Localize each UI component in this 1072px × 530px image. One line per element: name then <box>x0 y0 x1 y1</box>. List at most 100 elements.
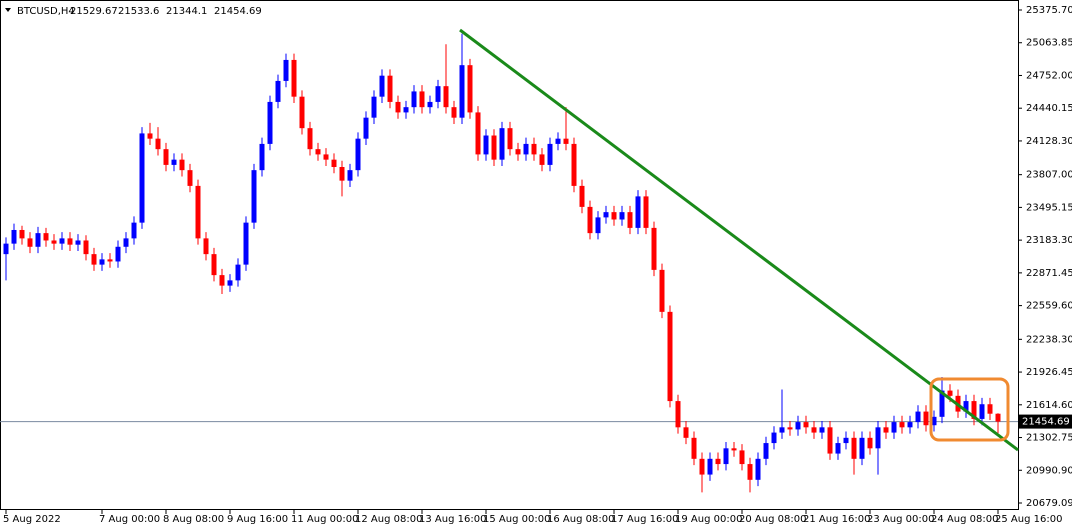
x-tick-label: 13 Aug 16:00 <box>419 514 486 525</box>
candle-body <box>243 222 249 265</box>
candle-body <box>715 458 721 465</box>
candle-body <box>411 91 417 108</box>
candle-body <box>331 159 337 168</box>
candle-body <box>971 401 977 419</box>
candle-body <box>523 143 529 155</box>
y-tick-label: 25063.85 <box>1026 38 1072 49</box>
header-arrow <box>5 8 11 12</box>
x-tick-label: 15 Aug 00:00 <box>483 514 550 525</box>
candle-body <box>451 107 457 118</box>
x-tick-label: 11 Aug 00:00 <box>291 514 358 525</box>
candle-body <box>731 448 737 451</box>
candle-body <box>299 96 305 129</box>
candle-body <box>99 259 105 265</box>
candle-body <box>347 170 353 181</box>
candle-body <box>83 240 89 255</box>
y-tick-label: 21614.60 <box>1026 400 1072 411</box>
candle-body <box>211 254 217 276</box>
candle-body <box>587 206 593 234</box>
candle-body <box>267 101 273 144</box>
candle-body <box>699 458 705 475</box>
candle-body <box>787 427 793 430</box>
candle-body <box>635 196 641 228</box>
candle-body <box>843 437 849 444</box>
candle-body <box>67 238 73 245</box>
candle-body <box>563 138 569 144</box>
candle-body <box>571 143 577 186</box>
x-tick-label: 8 Aug 08:00 <box>163 514 224 525</box>
candle-body <box>947 390 953 396</box>
candle-body <box>403 107 409 113</box>
candle-body <box>515 149 521 155</box>
candle-body <box>891 422 897 433</box>
candle-body <box>251 170 257 223</box>
candle-body <box>643 196 649 228</box>
y-tick-label: 20990.90 <box>1026 465 1072 476</box>
candle-body <box>203 238 209 255</box>
candle-body <box>147 133 153 139</box>
trend-line <box>459 28 1019 452</box>
candle-body <box>795 422 801 430</box>
candle-body <box>779 427 785 433</box>
candle-body <box>259 143 265 171</box>
price-label-bg <box>1019 414 1072 429</box>
candle-body <box>867 437 873 449</box>
candle-body <box>939 390 945 417</box>
x-tick-label: 7 Aug 00:00 <box>99 514 160 525</box>
candle-body <box>483 135 489 155</box>
candle-body <box>387 75 393 102</box>
candle-body <box>923 411 929 426</box>
candle-body <box>707 458 713 475</box>
candle-body <box>283 59 289 81</box>
x-tick-label: 24 Aug 08:00 <box>931 514 998 525</box>
candle-body <box>651 227 657 270</box>
candle-body <box>859 437 865 459</box>
candle-body <box>155 138 161 150</box>
candle-body <box>459 65 465 118</box>
candle-body <box>987 404 993 414</box>
price-label: 21454.69 <box>1022 417 1070 428</box>
candle-body <box>443 86 449 108</box>
y-tick-label: 20679.09 <box>1026 498 1072 509</box>
header-open: 21529.67 <box>70 6 118 17</box>
candle-body <box>531 143 537 155</box>
y-tick-label: 23807.00 <box>1026 170 1072 181</box>
candle-body <box>163 149 169 165</box>
candle-body <box>339 167 345 181</box>
plot-frame <box>0 0 1019 510</box>
candle-body <box>435 86 441 102</box>
header-high: 21533.6 <box>118 6 159 17</box>
candle-body <box>75 240 81 245</box>
candle-body <box>59 238 65 244</box>
x-tick-label: 9 Aug 16:00 <box>227 514 288 525</box>
candle-body <box>771 432 777 444</box>
candle-body <box>691 437 697 459</box>
candle-body <box>3 243 9 255</box>
candle-body <box>379 75 385 97</box>
candle-body <box>91 254 97 265</box>
y-tick-label: 22559.60 <box>1026 301 1072 312</box>
candle-body <box>371 96 377 118</box>
candle-body <box>995 413 1001 422</box>
candle-body <box>931 416 937 426</box>
candle-body <box>139 133 145 223</box>
candle-body <box>723 448 729 465</box>
symbol: BTCUSD,H4 <box>17 6 75 17</box>
candle-body <box>755 458 761 480</box>
candle-body <box>851 437 857 459</box>
candle-body <box>803 422 809 428</box>
candle-body <box>547 143 553 165</box>
y-tick-label: 22238.30 <box>1026 334 1072 345</box>
y-tick-label: 24128.30 <box>1026 136 1072 147</box>
candle-body <box>555 138 561 144</box>
candle-body <box>811 427 817 433</box>
candle-body <box>883 427 889 433</box>
candle-body <box>395 101 401 113</box>
candle-body <box>819 427 825 433</box>
candle-body <box>579 185 585 207</box>
candle-body <box>355 138 361 171</box>
candle-body <box>595 217 601 234</box>
candle-body <box>963 401 969 412</box>
